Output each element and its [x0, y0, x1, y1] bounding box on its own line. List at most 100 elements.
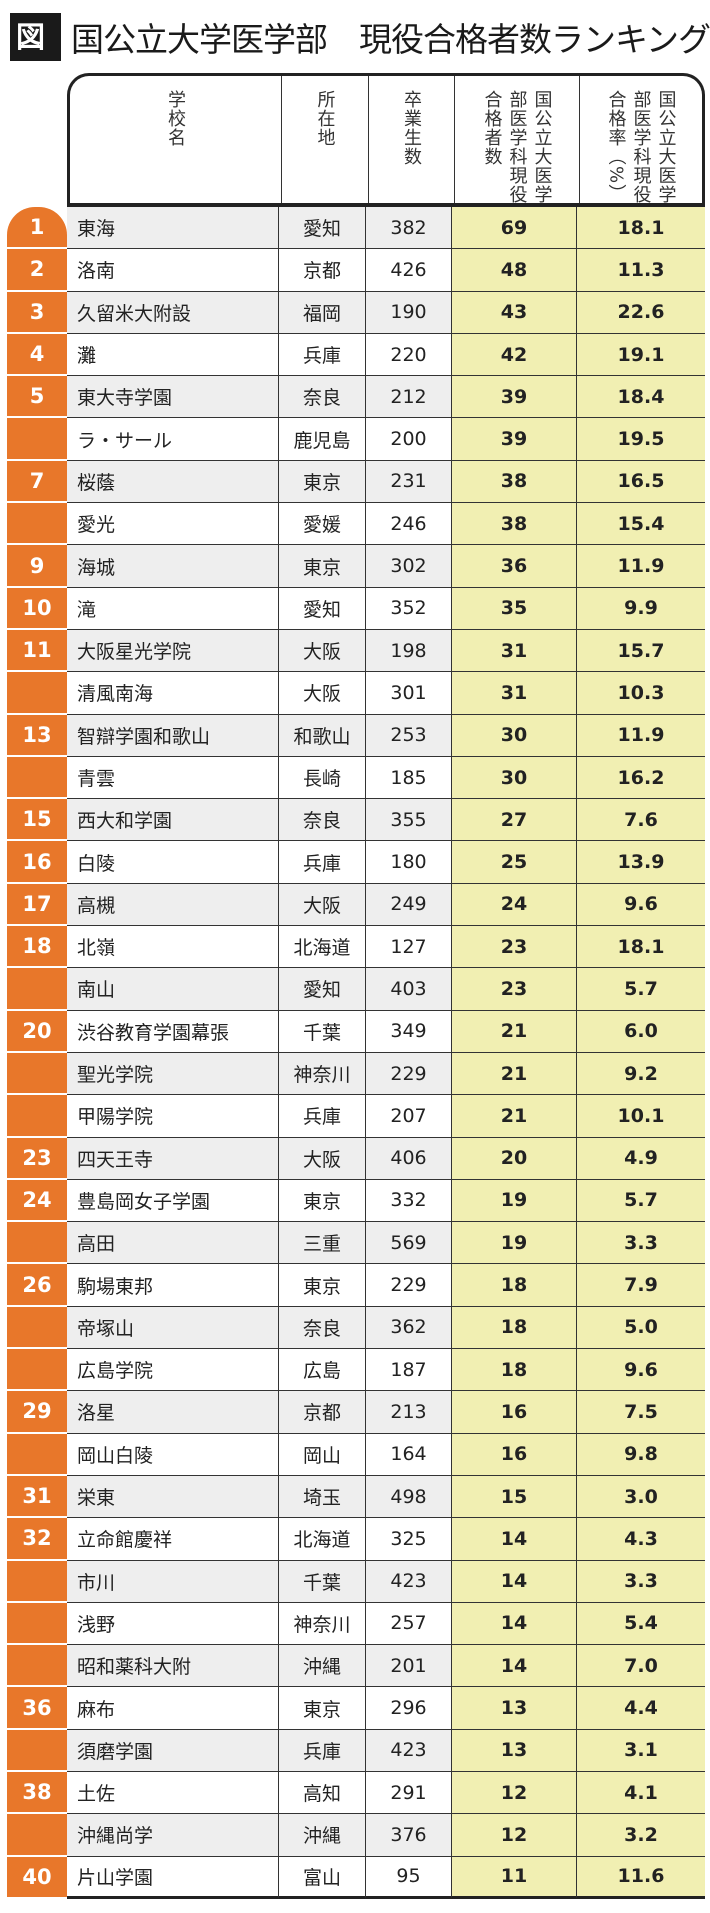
pass-count-cell: 36: [452, 545, 577, 588]
graduates-cell: 212: [366, 376, 452, 419]
rank-cell: [7, 1306, 67, 1350]
pass-count-cell: 11: [452, 1856, 577, 1899]
header-divider: [67, 203, 705, 207]
graduates-cell: 423: [366, 1729, 452, 1772]
rank-cell: [7, 1560, 67, 1603]
rank-cell: 26: [7, 1264, 67, 1307]
graduates-cell: 127: [366, 926, 452, 969]
rank-cell: [7, 1052, 67, 1096]
school-name-cell: 栄東: [67, 1475, 279, 1519]
table-row: 29 洛星 京都 213 16 7.5: [7, 1391, 705, 1434]
graduates-cell: 403: [366, 968, 452, 1011]
prefecture-cell: 北海道: [279, 926, 366, 969]
rank-cell: 29: [7, 1391, 67, 1434]
graduates-cell: 296: [366, 1687, 452, 1730]
rank-cell: 15: [7, 799, 67, 842]
pass-rate-cell: 15.7: [577, 629, 705, 673]
school-name-cell: 片山学園: [67, 1856, 279, 1899]
pass-rate-cell: 6.0: [577, 1010, 705, 1053]
table-row: 15 西大和学園 奈良 355 27 7.6: [7, 799, 705, 842]
table-row: 18 北嶺 北海道 127 23 18.1: [7, 926, 705, 969]
pass-rate-cell: 19.5: [577, 418, 705, 461]
school-name-cell: 岡山白陵: [67, 1433, 279, 1476]
pass-count-cell: 39: [452, 376, 577, 419]
pass-count-cell: 48: [452, 249, 577, 292]
pass-rate-cell: 5.7: [577, 1179, 705, 1223]
prefecture-cell: 兵庫: [279, 333, 366, 377]
table-row: 甲陽学院 兵庫 207 21 10.1: [7, 1095, 705, 1138]
pass-rate-cell: 4.4: [577, 1687, 705, 1730]
pass-count-cell: 12: [452, 1814, 577, 1857]
table-row: 1 東海 愛知 382 69 18.1: [7, 207, 705, 250]
graduates-cell: 302: [366, 545, 452, 588]
rank-cell: 2: [7, 249, 67, 292]
prefecture-cell: 千葉: [279, 1560, 366, 1603]
pass-rate-cell: 4.1: [577, 1771, 705, 1815]
school-name-cell: 愛光: [67, 503, 279, 546]
prefecture-cell: 兵庫: [279, 1729, 366, 1772]
prefecture-cell: 東京: [279, 460, 366, 504]
figure-title: 図表6 国公立大学医学部 現役合格者数ランキング: [10, 12, 710, 142]
pass-rate-cell: 11.3: [577, 249, 705, 292]
pass-rate-cell: 9.2: [577, 1052, 705, 1096]
graduates-cell: 498: [366, 1475, 452, 1519]
header-prefecture: 所在地: [282, 76, 369, 203]
prefecture-cell: 沖縄: [279, 1814, 366, 1857]
table-row: 愛光 愛媛 246 38 15.4: [7, 503, 705, 546]
graduates-cell: 220: [366, 333, 452, 377]
prefecture-cell: 大阪: [279, 672, 366, 715]
graduates-cell: 198: [366, 629, 452, 673]
prefecture-cell: 沖縄: [279, 1645, 366, 1688]
pass-count-cell: 14: [452, 1645, 577, 1688]
table-row: 岡山白陵 岡山 164 16 9.8: [7, 1433, 705, 1476]
pass-rate-cell: 18.4: [577, 376, 705, 419]
graduates-cell: 180: [366, 841, 452, 884]
pass-count-cell: 30: [452, 756, 577, 800]
table-row: 26 駒場東邦 東京 229 18 7.9: [7, 1264, 705, 1307]
pass-rate-cell: 5.4: [577, 1602, 705, 1646]
prefecture-cell: 愛媛: [279, 503, 366, 546]
header-label: 卒業生数: [401, 90, 422, 166]
rank-cell: 36: [7, 1687, 67, 1730]
header-label: 学校名: [165, 90, 186, 147]
header-label: 所在地: [314, 90, 336, 147]
rank-cell: 38: [7, 1771, 67, 1815]
pass-rate-cell: 3.0: [577, 1475, 705, 1519]
table-row: 24 豊島岡女子学園 東京 332 19 5.7: [7, 1179, 705, 1223]
school-name-cell: 滝: [67, 587, 279, 630]
rank-cell: 20: [7, 1010, 67, 1053]
school-name-cell: 帝塚山: [67, 1306, 279, 1350]
graduates-cell: 325: [366, 1518, 452, 1561]
rank-cell: 10: [7, 587, 67, 630]
pass-rate-cell: 7.0: [577, 1645, 705, 1688]
pass-rate-cell: 16.2: [577, 756, 705, 800]
pass-count-cell: 13: [452, 1729, 577, 1772]
ranking-table-body: 1 東海 愛知 382 69 18.1 2 洛南 京都 426 48 11.3 3 久留米大附設 福岡 190…: [7, 207, 705, 1899]
rank-cell: 9: [7, 545, 67, 588]
school-name-cell: 白陵: [67, 841, 279, 884]
figure-title-text: 国公立大学医学部 現役合格者数ランキング: [70, 20, 710, 59]
rank-cell: 13: [7, 714, 67, 757]
graduates-cell: 257: [366, 1602, 452, 1646]
table-row: 20 渋谷教育学園幕張 千葉 349 21 6.0: [7, 1010, 705, 1053]
table-row: 4 灘兵庫 220 42 19.1: [7, 333, 705, 377]
pass-rate-cell: 9.8: [577, 1433, 705, 1476]
graduates-cell: 352: [366, 587, 452, 630]
school-name-cell: 渋谷教育学園幕張: [67, 1010, 279, 1053]
pass-count-cell: 30: [452, 714, 577, 757]
graduates-cell: 95: [366, 1856, 452, 1899]
prefecture-cell: 富山: [279, 1856, 366, 1899]
rank-cell: [7, 1645, 67, 1688]
table-row: 31 栄東 埼玉 498 15 3.0: [7, 1475, 705, 1519]
table-row: 3 久留米大附設 福岡 190 43 22.6: [7, 291, 705, 334]
pass-count-cell: 31: [452, 672, 577, 715]
prefecture-cell: 東京: [279, 1687, 366, 1730]
graduates-cell: 291: [366, 1771, 452, 1815]
rank-cell: 16: [7, 841, 67, 884]
prefecture-cell: 三重: [279, 1222, 366, 1265]
pass-count-cell: 25: [452, 841, 577, 884]
prefecture-cell: 和歌山: [279, 714, 366, 757]
school-name-cell: 高田: [67, 1222, 279, 1265]
prefecture-cell: 愛知: [279, 207, 366, 250]
graduates-cell: 249: [366, 883, 452, 927]
